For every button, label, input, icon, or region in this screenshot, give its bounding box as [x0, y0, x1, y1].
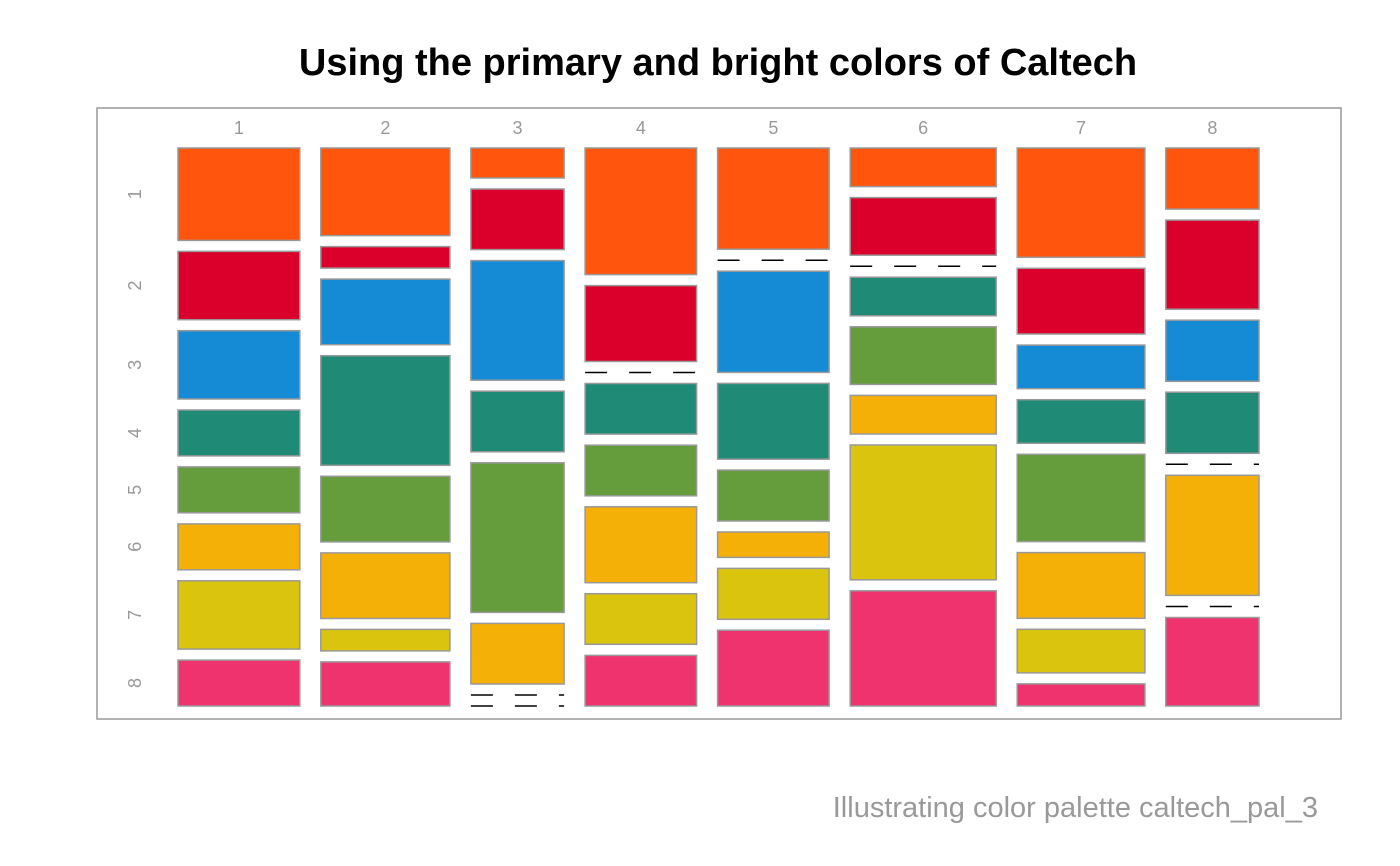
mosaic-cell-7-3	[1016, 344, 1146, 390]
mosaic-cell-2-3	[320, 278, 451, 346]
mosaic-cell-6-2	[849, 196, 997, 256]
mosaic-cell-2-7	[320, 628, 451, 652]
y-tick-label: 8	[125, 678, 145, 688]
x-tick-label: 8	[1207, 118, 1217, 138]
mosaic-cell-5-8	[716, 629, 830, 707]
mosaic-cell-1-8	[177, 659, 301, 707]
x-tick-label: 4	[636, 118, 646, 138]
mosaic-cell-1-5	[177, 466, 301, 514]
mosaic-cell-7-7	[1016, 628, 1146, 674]
mosaic-cell-8-1	[1165, 147, 1260, 210]
mosaic-cell-7-2	[1016, 267, 1146, 335]
mosaic-cell-2-2	[320, 245, 451, 269]
y-tick-label: 6	[125, 542, 145, 552]
mosaic-cell-3-2	[470, 188, 565, 251]
mosaic-cell-1-7	[177, 580, 301, 650]
mosaic-cell-8-3	[1165, 319, 1260, 383]
mosaic-cell-1-1	[177, 147, 301, 242]
mosaic-cell-2-6	[320, 552, 451, 620]
y-tick-label: 2	[125, 280, 145, 290]
x-tick-label: 2	[380, 118, 390, 138]
y-tick-label: 7	[125, 610, 145, 620]
mosaic-cell-5-7	[716, 567, 830, 621]
chart-caption: Illustrating color palette caltech_pal_3	[833, 792, 1318, 824]
mosaic-cell-4-1	[584, 147, 698, 276]
mosaic-cell-5-4	[716, 382, 830, 460]
mosaic-cell-7-6	[1016, 551, 1146, 620]
mosaic-cell-8-2	[1165, 219, 1260, 310]
mosaic-cell-4-6	[584, 506, 698, 584]
mosaic-cell-6-1	[849, 147, 997, 188]
y-tick-label: 3	[125, 360, 145, 370]
x-tick-labels: 1 2 3 4 5 6 7 8	[234, 118, 1218, 138]
mosaic-cell-5-3	[716, 270, 830, 374]
x-tick-label: 3	[513, 118, 523, 138]
mosaic-cell-8-4	[1165, 391, 1260, 455]
mosaic-cell-2-5	[320, 475, 451, 543]
mosaic-cell-6-7	[849, 444, 997, 581]
mosaic-cell-6-8	[849, 590, 997, 707]
x-tick-label: 6	[918, 118, 928, 138]
mosaic-cell-1-3	[177, 329, 301, 400]
mosaic-cell-4-8	[584, 654, 698, 707]
mosaic-cell-3-6	[470, 622, 565, 685]
x-tick-label: 7	[1076, 118, 1086, 138]
mosaic-cell-5-1	[716, 147, 830, 250]
chart-title: Using the primary and bright colors of C…	[299, 42, 1137, 84]
mosaic-cell-4-4	[584, 382, 698, 435]
mosaic-cell-3-1	[470, 147, 565, 179]
y-tick-label: 4	[125, 428, 145, 438]
mosaic-cell-6-5	[849, 326, 997, 386]
y-tick-label: 1	[125, 189, 145, 199]
mosaic-cell-4-5	[584, 444, 698, 497]
mosaic-cell-2-4	[320, 354, 451, 467]
mosaic-cell-5-5	[716, 469, 830, 522]
mosaic-cell-8-8	[1165, 616, 1260, 707]
mosaic-cell-6-4	[849, 276, 997, 317]
mosaic-cell-2-8	[320, 661, 451, 707]
mosaic-cell-7-8	[1016, 683, 1146, 707]
mosaic-cell-3-5	[470, 462, 565, 614]
plot-frame	[96, 107, 1342, 720]
mosaic-cell-7-5	[1016, 453, 1146, 543]
mosaic-cell-7-1	[1016, 147, 1146, 259]
mosaic-cell-1-6	[177, 523, 301, 571]
mosaic-cell-3-3	[470, 259, 565, 381]
mosaic-cells	[177, 147, 1260, 707]
mosaic-cell-4-2	[584, 284, 698, 363]
y-tick-labels: 1 2 3 4 5 6 7 8	[125, 189, 145, 688]
mosaic-cell-5-6	[716, 531, 830, 559]
mosaic-cell-7-4	[1016, 398, 1146, 445]
x-tick-label: 1	[234, 118, 244, 138]
mosaic-cell-8-6	[1165, 474, 1260, 597]
x-tick-label: 5	[768, 118, 778, 138]
mosaic-cell-1-2	[177, 250, 301, 321]
mosaic-cell-2-1	[320, 147, 451, 237]
y-tick-label: 5	[125, 485, 145, 495]
mosaic-cell-3-4	[470, 390, 565, 453]
mosaic-cell-4-7	[584, 592, 698, 646]
mosaic-cell-6-6	[849, 394, 997, 435]
mosaic-cell-1-4	[177, 409, 301, 457]
